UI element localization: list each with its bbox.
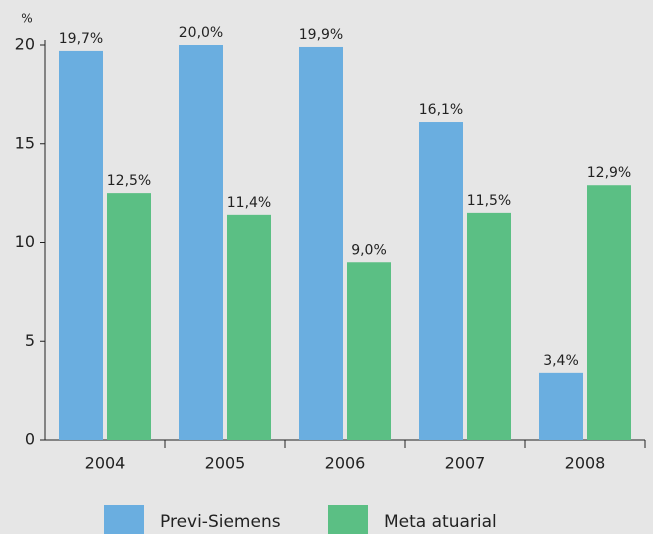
y-tick-label: 0: [25, 430, 35, 449]
value-label: 16,1%: [419, 102, 463, 118]
value-label: 3,4%: [543, 353, 579, 369]
y-tick-label: 20: [15, 35, 35, 54]
y-tick-label: 15: [15, 133, 35, 152]
y-tick-label: 5: [25, 331, 35, 350]
bar: [179, 45, 223, 440]
value-label: 11,5%: [467, 193, 511, 209]
value-label: 11,4%: [227, 195, 271, 211]
value-label: 19,9%: [299, 27, 343, 43]
y-unit-label: %: [21, 12, 32, 26]
bar: [107, 193, 151, 440]
x-tick-label: 2005: [205, 454, 246, 473]
legend-swatch: [328, 505, 368, 534]
x-tick-label: 2008: [565, 454, 606, 473]
x-tick-label: 2006: [325, 454, 366, 473]
value-label: 12,5%: [107, 173, 151, 189]
bar: [587, 185, 631, 440]
value-label: 9,0%: [351, 242, 387, 258]
bar: [539, 372, 583, 440]
bar: [419, 122, 463, 441]
legend-label: Previ-Siemens: [160, 512, 281, 532]
bar: [227, 214, 271, 440]
legend-label: Meta atuarial: [384, 512, 497, 532]
bar: [299, 46, 343, 440]
value-label: 20,0%: [179, 25, 223, 41]
y-tick-label: 10: [15, 232, 35, 251]
x-tick-label: 2007: [445, 454, 486, 473]
value-label: 19,7%: [59, 31, 103, 47]
bar: [347, 262, 391, 440]
x-tick-label: 2004: [85, 454, 126, 473]
value-label: 12,9%: [587, 165, 631, 181]
bar: [467, 212, 511, 440]
bar: [59, 50, 103, 441]
legend-swatch: [104, 505, 144, 534]
